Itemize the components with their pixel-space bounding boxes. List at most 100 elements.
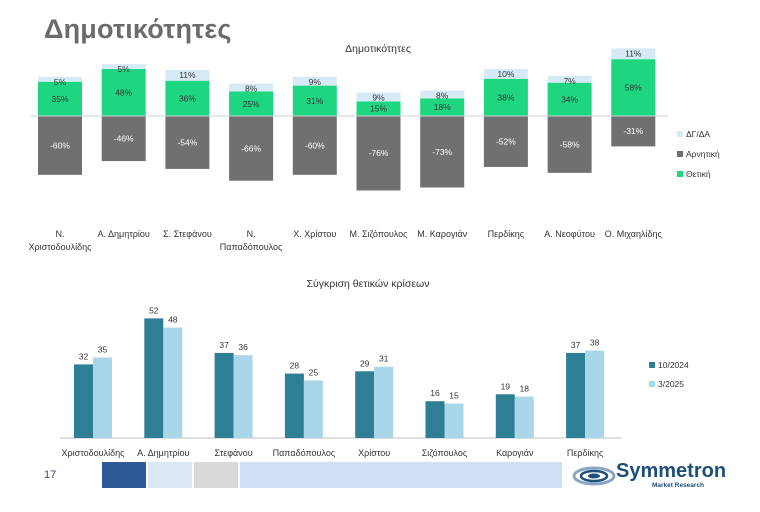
negative-bar (292, 116, 337, 175)
x-tick-label: Παπαδόπουλος (273, 448, 336, 458)
positive-bar (229, 91, 274, 116)
positive-label: 15% (370, 104, 387, 114)
dk-da-label: 9% (372, 92, 385, 102)
x-tick-label: Α. Νεοφύτου (544, 229, 595, 239)
positive-bar (165, 80, 210, 116)
negative-label: -73% (432, 147, 452, 157)
dk-da-bar (611, 48, 656, 60)
bar-3-2025 (514, 396, 534, 438)
x-tick-label: Χριστοδουλίδης (62, 448, 126, 458)
negative-label: -76% (369, 148, 389, 158)
dk-da-bar (420, 90, 465, 99)
dk-da-bar (229, 83, 274, 92)
negative-label: -60% (50, 140, 70, 150)
dk-da-bar (101, 64, 146, 69)
page-title: Δημοτικότητες (44, 14, 232, 44)
legend-swatch (649, 381, 655, 387)
footer-block-dark (102, 462, 146, 488)
legend-label: Θετική (686, 169, 711, 179)
value-label: 32 (79, 351, 89, 361)
positive-bar (611, 59, 656, 116)
logo-name: Symmetron (616, 460, 727, 482)
value-label: 16 (430, 388, 440, 398)
value-label: 19 (501, 381, 511, 391)
bar-3-2025 (163, 327, 183, 438)
legend-label: 10/2024 (658, 360, 689, 370)
negative-bar (38, 116, 82, 175)
bar-10-2024 (144, 318, 164, 438)
positive-bar (101, 68, 146, 116)
value-label: 35 (98, 345, 108, 355)
positive-label: 34% (561, 94, 578, 104)
negative-bar (420, 116, 465, 188)
value-label: 25 (309, 368, 319, 378)
dk-da-label: 5% (118, 64, 131, 74)
positive-label: 58% (625, 83, 642, 93)
bar-10-2024 (284, 373, 304, 438)
negative-bar (101, 116, 146, 162)
positive-label: 31% (306, 96, 323, 106)
x-tick-label: Παπαδόπουλος (220, 242, 283, 252)
bar-3-2025 (585, 350, 605, 438)
negative-label: -66% (241, 143, 261, 153)
positive-label: 36% (179, 93, 196, 103)
bar-10-2024 (214, 352, 234, 438)
value-label: 36 (238, 342, 248, 352)
bar-10-2024 (566, 352, 586, 438)
footer-block-light (148, 462, 192, 488)
positive-label: 38% (497, 92, 514, 102)
dk-da-label: 10% (497, 69, 514, 79)
value-label: 31 (379, 354, 389, 364)
dk-da-bar (547, 75, 592, 83)
dk-da-bar (38, 76, 82, 82)
x-tick-label: Χ. Χρίστου (293, 229, 336, 239)
x-tick-label: Ν. (247, 229, 256, 239)
chart-1-title: Δημοτικότητες (345, 43, 411, 55)
value-label: 38 (590, 338, 600, 348)
x-tick-label: Περδίκης (567, 448, 604, 458)
dk-da-label: 9% (309, 77, 322, 87)
bar-3-2025 (93, 357, 112, 438)
positive-label: 35% (51, 94, 68, 104)
dk-da-label: 8% (245, 84, 258, 94)
value-label: 37 (571, 340, 581, 350)
dk-da-label: 11% (179, 70, 196, 80)
x-tick-label: Α. Δημητρίου (137, 448, 189, 458)
positive-label: 18% (434, 102, 451, 112)
negative-bar (229, 116, 274, 181)
x-tick-label: Χριστοδουλίδης (29, 242, 93, 252)
footer-block-wide (240, 462, 562, 488)
x-tick-label: Ο. Μιχαηλίδης (605, 229, 663, 239)
negative-label: -58% (560, 139, 580, 149)
negative-bar (611, 116, 656, 147)
dk-da-bar (483, 68, 528, 79)
dk-da-bar (292, 76, 337, 86)
logo-swirl-icon (572, 466, 616, 486)
chart-2-title: Σύγκριση θετικών κρίσεων (307, 278, 430, 290)
bar-3-2025 (303, 380, 323, 438)
negative-label: -54% (177, 137, 197, 147)
x-tick-label: Χρίστου (358, 448, 390, 458)
dk-da-bar (165, 69, 210, 81)
legend-label: ΔΓ/ΔΑ (686, 129, 710, 139)
bar-10-2024 (74, 364, 93, 438)
positive-label: 48% (115, 87, 132, 97)
negative-label: -60% (305, 140, 325, 150)
positive-bar (38, 81, 82, 116)
dk-da-label: 7% (563, 76, 576, 86)
legend-label: 3/2025 (658, 379, 684, 389)
bar-3-2025 (444, 403, 464, 438)
symmetron-logo: Symmetron Market Research (568, 460, 726, 494)
value-label: 15 (449, 391, 459, 401)
value-label: 29 (360, 358, 370, 368)
value-label: 28 (290, 361, 300, 371)
negative-label: -52% (496, 136, 516, 146)
dk-da-label: 11% (625, 48, 642, 58)
x-tick-label: Μ. Καρογιάν (417, 229, 467, 239)
negative-bar (165, 116, 210, 169)
value-label: 37 (219, 340, 229, 350)
value-label: 48 (168, 315, 178, 325)
dk-da-label: 8% (436, 91, 449, 101)
